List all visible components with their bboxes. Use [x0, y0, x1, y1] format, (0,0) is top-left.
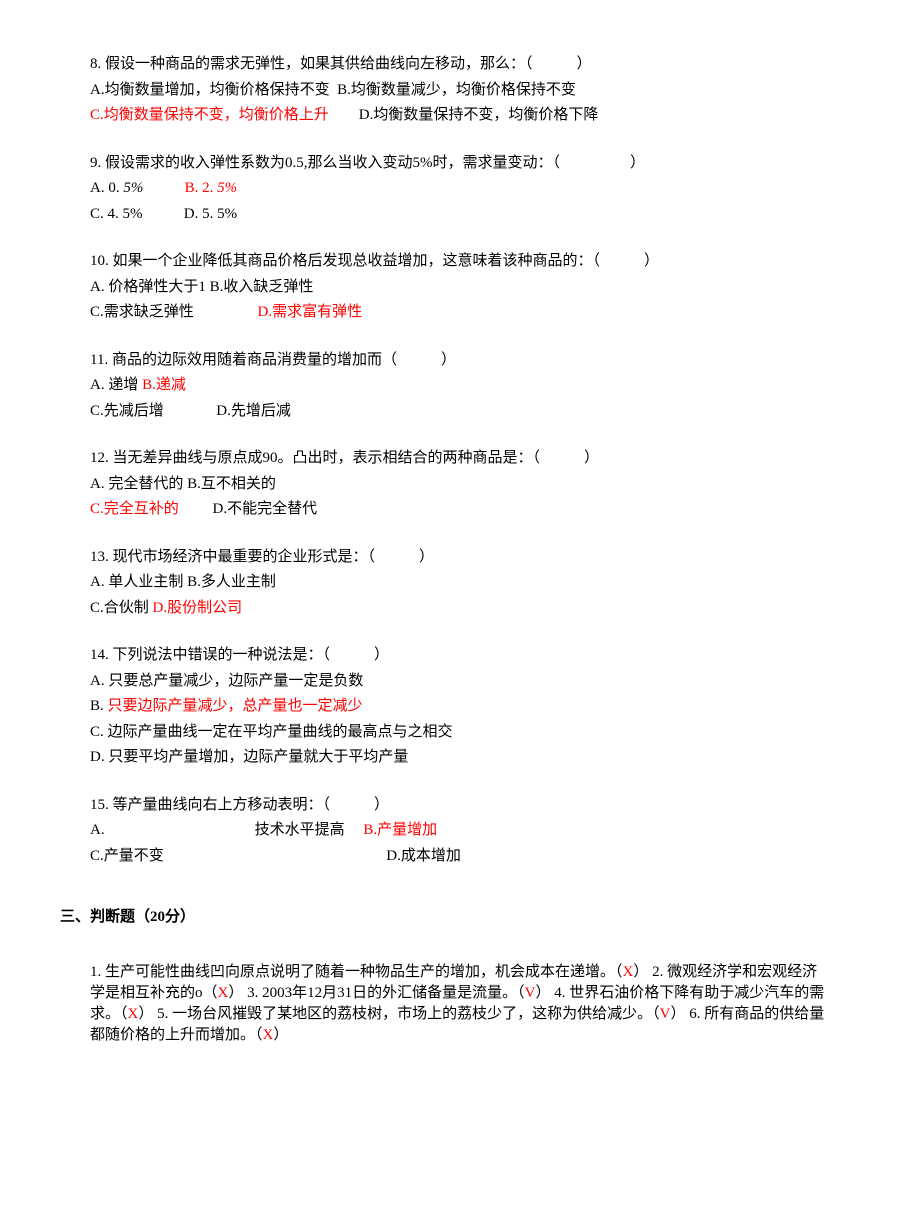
q8-optB: B.均衡数量减少，均衡价格保持不变 — [337, 82, 576, 98]
q10-optD: D.需求富有弹性 — [258, 304, 363, 320]
tf-1: 1. 生产可能性曲线凹向原点说明了随着一种物品生产的增加，机会成本在递增。（X） — [90, 964, 652, 980]
q14-optC: C. 边际产量曲线一定在平均产量曲线的最高点与之相交 — [90, 720, 830, 746]
q12-stem-close: ） — [584, 450, 599, 466]
q15-stem-close: ） — [374, 797, 389, 813]
q12-row1: A. 完全替代的 B.互不相关的 — [90, 472, 830, 498]
q11-optB: B.递减 — [142, 377, 186, 393]
question-15: 15. 等产量曲线向右上方移动表明：（ ） A. 技术水平提高 B.产量增加 C.… — [90, 793, 830, 870]
q11-stem-text: 11. 商品的边际效用随着商品消费量的增加而（ — [90, 352, 397, 368]
q11-row1: A. 递增 B.递减 — [90, 373, 830, 399]
q9-optD: D. 5. 5% — [184, 206, 237, 222]
q9-optA-it: 5% — [123, 180, 143, 196]
question-14: 14. 下列说法中错误的一种说法是：（ ） A. 只要总产量减少，边际产量一定是负… — [90, 643, 830, 771]
q10-stem-text: 10. 如果一个企业降低其商品价格后发现总收益增加，这意味着该种商品的：（ — [90, 253, 600, 269]
q13-stem: 13. 现代市场经济中最重要的企业形式是：（ ） — [90, 545, 830, 571]
q15-row2: C.产量不变 D.成本增加 — [90, 844, 830, 870]
q14-optA: A. 只要总产量减少，边际产量一定是负数 — [90, 669, 830, 695]
q9-stem: 9. 假设需求的收入弹性系数为0.5,那么当收入变动5%时，需求量变动：（ ） — [90, 151, 830, 177]
tf-3: 3. 2003年12月31日的外汇储备量是流量。（V） — [247, 985, 554, 1001]
q8-row1: A.均衡数量增加，均衡价格保持不变 B.均衡数量减少，均衡价格保持不变 — [90, 78, 830, 104]
q10-optC: C.需求缺乏弹性 — [90, 304, 194, 320]
q10-stem-close: ） — [644, 253, 659, 269]
q11-optC: C.先减后增 — [90, 403, 164, 419]
q14-stem-close: ） — [374, 647, 389, 663]
q15-optB: B.产量增加 — [363, 822, 437, 838]
q10-row1: A. 价格弹性大于1 B.收入缺乏弹性 — [90, 275, 830, 301]
tf-5: 5. 一场台风摧毁了某地区的荔枝树，市场上的荔枝少了，这称为供给减少。（V） — [157, 1006, 689, 1022]
q15-stem-text: 15. 等产量曲线向右上方移动表明：（ — [90, 797, 330, 813]
q12-optD: D.不能完全替代 — [213, 501, 318, 517]
section-3-title: 三、判断题（20分） — [60, 905, 830, 926]
q11-row2: C.先减后增 D.先增后减 — [90, 399, 830, 425]
q8-stem-close: ） — [577, 56, 592, 72]
q14-stem: 14. 下列说法中错误的一种说法是：（ ） — [90, 643, 830, 669]
q13-optD: D.股份制公司 — [153, 600, 243, 616]
question-8: 8. 假设一种商品的需求无弹性，如果其供给曲线向左移动，那么：（ ） A.均衡数量… — [90, 52, 830, 129]
q9-optC: C. 4. 5% — [90, 206, 143, 222]
q10-stem: 10. 如果一个企业降低其商品价格后发现总收益增加，这意味着该种商品的：（ ） — [90, 249, 830, 275]
q12-row2: C.完全互补的 D.不能完全替代 — [90, 497, 830, 523]
q15-optD: D.成本增加 — [386, 848, 461, 864]
q12-stem-text: 12. 当无差异曲线与原点成90。凸出时，表示相结合的两种商品是：（ — [90, 450, 540, 466]
q14-optD: D. 只要平均产量增加，边际产量就大于平均产量 — [90, 745, 830, 771]
q13-stem-close: ） — [419, 549, 434, 565]
question-13: 13. 现代市场经济中最重要的企业形式是：（ ） A. 单人业主制 B.多人业主制… — [90, 545, 830, 622]
q13-stem-text: 13. 现代市场经济中最重要的企业形式是：（ — [90, 549, 375, 565]
q13-row1: A. 单人业主制 B.多人业主制 — [90, 570, 830, 596]
q9-row1: A. 0. 5% B. 2. 5% — [90, 176, 830, 202]
q11-optD: D.先增后减 — [216, 403, 291, 419]
q9-optB: B. 2. 5% — [185, 180, 238, 196]
q8-optA: A.均衡数量增加，均衡价格保持不变 — [90, 82, 330, 98]
question-11: 11. 商品的边际效用随着商品消费量的增加而（ ） A. 递增 B.递减 C.先减… — [90, 348, 830, 425]
q15-optC: C.产量不变 — [90, 848, 164, 864]
q10-row2: C.需求缺乏弹性 D.需求富有弹性 — [90, 300, 830, 326]
q8-optC: C.均衡数量保持不变，均衡价格上升 — [90, 107, 329, 123]
q9-stem-close: ） — [630, 155, 645, 171]
question-10: 10. 如果一个企业降低其商品价格后发现总收益增加，这意味着该种商品的：（ ） A… — [90, 249, 830, 326]
question-9: 9. 假设需求的收入弹性系数为0.5,那么当收入变动5%时，需求量变动：（ ） A… — [90, 151, 830, 228]
q13-row2: C.合伙制 D.股份制公司 — [90, 596, 830, 622]
question-12: 12. 当无差异曲线与原点成90。凸出时，表示相结合的两种商品是：（ ） A. 完… — [90, 446, 830, 523]
q12-optC: C.完全互补的 — [90, 501, 179, 517]
q13-optC: C.合伙制 — [90, 600, 153, 616]
q8-optD: D.均衡数量保持不变，均衡价格下降 — [359, 107, 599, 123]
true-false-block: 1. 生产可能性曲线凹向原点说明了随着一种物品生产的增加，机会成本在递增。（X）… — [90, 960, 830, 1044]
q11-stem: 11. 商品的边际效用随着商品消费量的增加而（ ） — [90, 348, 830, 374]
q15-stem: 15. 等产量曲线向右上方移动表明：（ ） — [90, 793, 830, 819]
q15-row1: A. 技术水平提高 B.产量增加 — [90, 818, 830, 844]
page-container: 8. 假设一种商品的需求无弹性，如果其供给曲线向左移动，那么：（ ） A.均衡数量… — [0, 0, 920, 1225]
q8-row2: C.均衡数量保持不变，均衡价格上升 D.均衡数量保持不变，均衡价格下降 — [90, 103, 830, 129]
q9-optA-pre: A. 0. — [90, 180, 123, 196]
q12-stem: 12. 当无差异曲线与原点成90。凸出时，表示相结合的两种商品是：（ ） — [90, 446, 830, 472]
q14-optB: B. 只要边际产量减少，总产量也一定减少 — [90, 694, 830, 720]
q14-stem-text: 14. 下列说法中错误的一种说法是：（ — [90, 647, 330, 663]
q11-optA: A. 递增 — [90, 377, 142, 393]
q9-row2: C. 4. 5% D. 5. 5% — [90, 202, 830, 228]
q11-stem-close: ） — [441, 352, 456, 368]
q15-optA: A. 技术水平提高 — [90, 822, 360, 838]
q9-stem-text: 9. 假设需求的收入弹性系数为0.5,那么当收入变动5%时，需求量变动：（ — [90, 155, 560, 171]
q8-stem: 8. 假设一种商品的需求无弹性，如果其供给曲线向左移动，那么：（ ） — [90, 52, 830, 78]
q8-stem-text: 8. 假设一种商品的需求无弹性，如果其供给曲线向左移动，那么：（ — [90, 56, 533, 72]
